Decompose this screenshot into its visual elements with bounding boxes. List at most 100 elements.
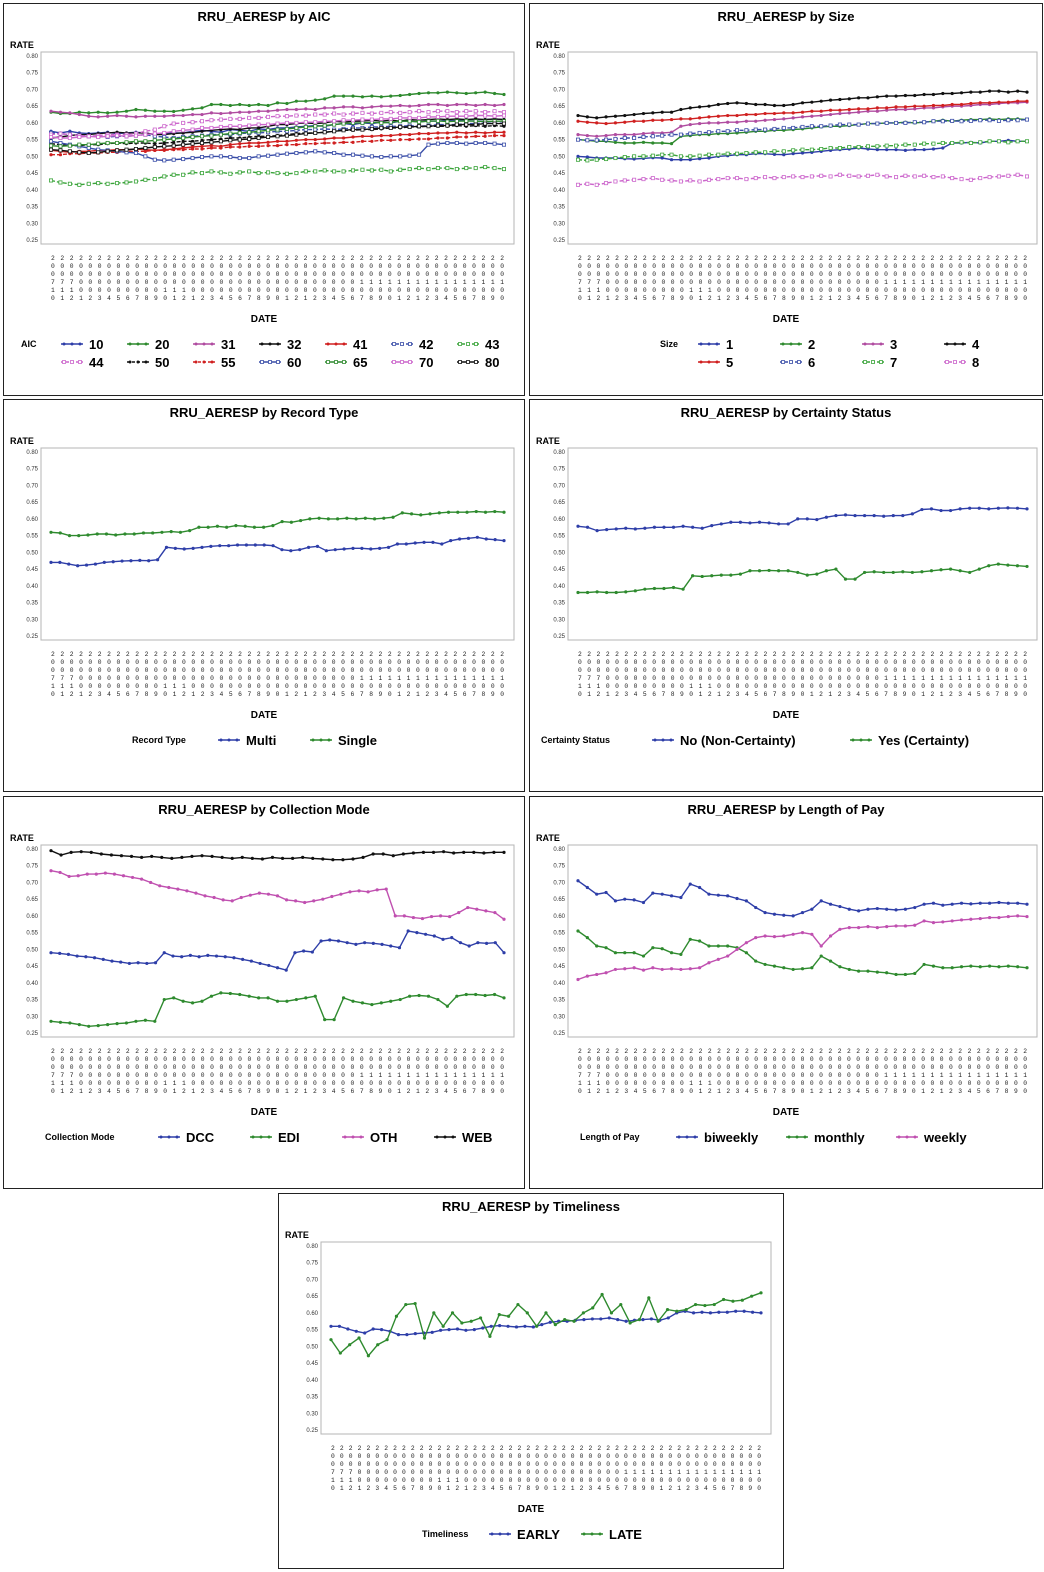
legend-marker [400,342,404,346]
data-point [700,526,704,530]
data-point [450,1311,455,1315]
data-point [735,151,740,156]
data-point [58,531,62,535]
data-point [710,524,714,528]
data-point [114,533,118,537]
data-point [124,147,129,152]
data-point [322,126,327,131]
legend-marker [260,360,264,364]
data-point [594,182,599,187]
data-point [228,145,232,149]
data-point [688,122,692,127]
data-point [228,131,233,136]
data-point [87,111,91,115]
data-point [875,109,879,113]
data-point [336,939,341,943]
data-point [350,127,355,132]
data-point [847,111,851,115]
data-point [1025,507,1029,511]
data-point [180,855,184,859]
data-point [866,925,870,929]
data-point [828,123,833,128]
data-point [348,1343,352,1347]
data-point [134,115,138,119]
data-point [58,148,63,153]
data-point [172,148,176,152]
chart-svg-pay: RRU_AERESP by Length of PayRATE0.800.750… [536,802,1038,1145]
data-point [679,107,683,112]
data-point [791,125,796,130]
data-point [209,144,214,148]
y-tick-label: 0.60 [553,914,565,920]
y-tick-label: 0.25 [26,1031,38,1037]
data-point [322,123,327,128]
data-point [172,996,176,1000]
data-point [379,1001,383,1005]
data-point [321,897,325,901]
legend-marker [392,342,396,346]
data-point [140,855,144,859]
data-point [514,1325,519,1329]
data-point [171,172,176,177]
data-point [247,110,251,114]
legend-label: 2 [808,337,815,352]
data-point [171,954,175,958]
data-point [417,132,421,136]
data-point [328,938,332,942]
legend-label: Multi [246,733,276,748]
x-tick-row: 0121234567890121234567890121234567890121… [51,295,504,302]
legend-label: 7 [890,355,897,370]
data-point [815,572,819,576]
legend-marker [342,360,346,364]
data-point [931,921,936,925]
legend-marker [326,360,330,364]
data-point [332,141,336,145]
data-point [940,119,945,124]
data-point [162,158,167,163]
data-point [922,902,926,906]
data-point [230,856,234,860]
data-point [275,139,280,143]
legend-title: Collection Mode [45,1132,115,1142]
data-point [894,120,899,125]
data-point [516,1302,520,1307]
data-point [363,516,367,520]
data-point [483,140,488,145]
data-point [96,110,100,114]
data-point [417,152,422,157]
data-point [483,90,487,94]
data-point [454,110,459,115]
data-point [323,106,327,110]
data-point [133,151,138,156]
data-point [809,147,814,152]
data-point [576,133,580,137]
data-point [209,146,214,150]
y-tick-label: 0.75 [26,71,38,77]
legend-marker [202,360,206,364]
data-point [169,530,173,534]
data-point [576,590,580,595]
data-point [800,115,805,119]
series-line [331,1310,762,1336]
legend-marker [210,360,214,364]
data-point [200,106,204,110]
data-point [958,507,962,511]
legend-label: 10 [89,337,103,352]
data-point [452,851,456,855]
data-point [115,148,120,153]
data-point [304,107,308,111]
data-point [707,156,711,160]
data-point [455,1327,460,1331]
data-point [58,560,62,564]
series-line [578,563,1028,594]
series-line [51,536,505,567]
legend-marker [699,342,703,346]
data-point [996,174,1001,179]
legend-marker [451,1135,455,1139]
data-point [619,1302,623,1307]
data-point [857,969,861,973]
data-point [501,121,506,126]
data-point [1015,506,1020,510]
data-point [363,941,367,945]
data-point [940,140,945,145]
